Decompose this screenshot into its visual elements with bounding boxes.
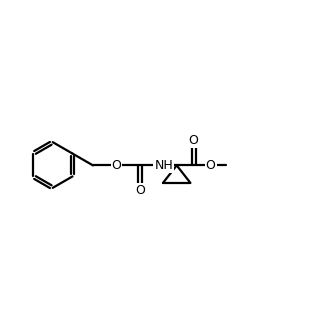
Text: O: O: [206, 159, 215, 172]
Text: O: O: [189, 134, 199, 147]
Text: NH: NH: [154, 159, 173, 172]
Text: O: O: [135, 183, 145, 197]
Text: O: O: [112, 159, 121, 172]
